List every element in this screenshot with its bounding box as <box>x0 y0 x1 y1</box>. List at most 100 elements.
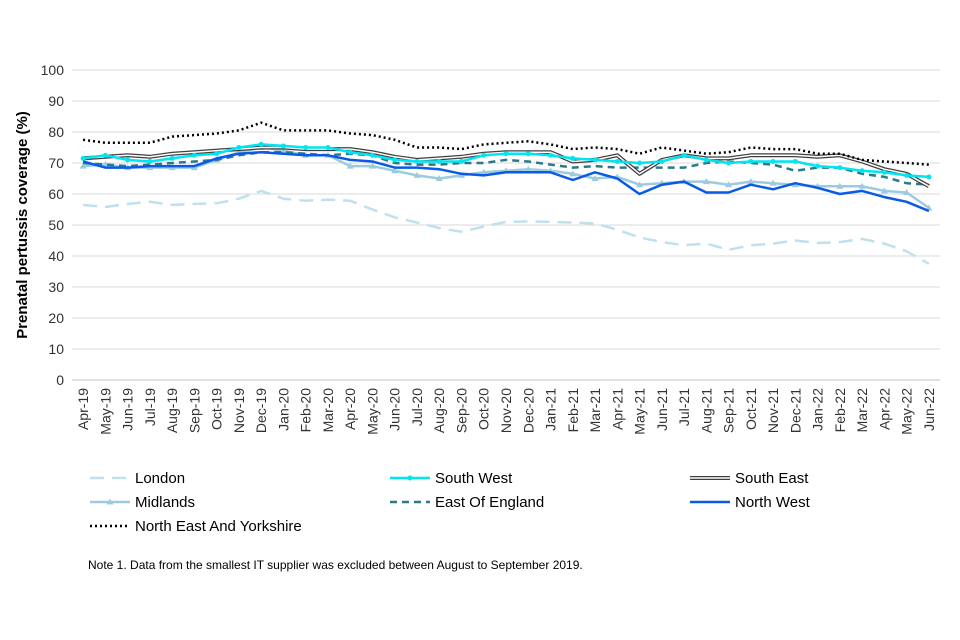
legend-label: North West <box>735 494 811 511</box>
data-point <box>725 181 733 188</box>
x-tick-label: Nov-20 <box>498 388 514 433</box>
x-tick-label: Apr-19 <box>75 388 91 430</box>
x-tick-label: Apr-21 <box>609 388 625 430</box>
x-tick-label: Nov-21 <box>765 388 781 433</box>
data-point <box>236 145 242 150</box>
data-point <box>414 158 420 164</box>
data-point <box>747 178 755 185</box>
x-tick-label: Jan-22 <box>810 388 826 431</box>
data-point <box>702 178 710 185</box>
legend-label: London <box>135 470 185 487</box>
x-tick-label: Sep-21 <box>721 388 737 433</box>
x-tick-label: Dec-20 <box>520 388 536 433</box>
x-tick-label: Jul-19 <box>142 388 158 426</box>
y-tick-label: 40 <box>48 248 64 264</box>
x-tick-label: Mar-22 <box>854 388 870 433</box>
legend-label: East Of England <box>435 494 544 511</box>
legend-label: South West <box>435 470 513 487</box>
legend-item: East Of England <box>390 494 544 511</box>
y-tick-label: 100 <box>41 62 65 78</box>
data-point <box>837 165 843 171</box>
data-point <box>325 145 331 150</box>
data-point <box>346 162 354 169</box>
series-line <box>82 121 929 166</box>
data-point <box>147 158 153 164</box>
x-tick-label: Dec-19 <box>253 388 269 433</box>
x-tick-label: Jun-20 <box>387 388 403 431</box>
series-line <box>82 150 930 213</box>
y-tick-label: 90 <box>48 93 64 109</box>
x-tick-label: Aug-19 <box>164 388 180 433</box>
x-tick-label: Nov-19 <box>231 388 247 433</box>
data-point <box>637 160 643 166</box>
data-point <box>413 171 421 178</box>
data-point <box>592 157 598 163</box>
data-point <box>258 141 264 147</box>
data-point <box>792 158 798 164</box>
legend-item: North East And Yorkshire <box>90 518 302 535</box>
x-tick-label: Jun-19 <box>120 388 136 431</box>
y-tick-label: 0 <box>56 372 64 388</box>
data-point <box>80 155 86 161</box>
x-tick-label: Feb-20 <box>298 388 314 433</box>
data-point <box>748 158 754 164</box>
data-point <box>859 168 865 174</box>
data-point <box>636 181 644 188</box>
series-line <box>82 189 930 265</box>
legend-item: Midlands <box>90 494 195 511</box>
data-point <box>681 152 687 158</box>
data-point <box>369 152 375 158</box>
legend-label: Midlands <box>135 494 195 511</box>
legend-label: North East And Yorkshire <box>135 518 302 535</box>
series-north-east-and-yorkshire <box>82 121 929 166</box>
y-tick-label: 30 <box>48 279 64 295</box>
series-north-west <box>82 150 930 213</box>
data-point <box>347 149 353 155</box>
legend-item: North West <box>690 494 811 511</box>
data-point <box>407 475 413 481</box>
x-tick-label: Jun-21 <box>654 388 670 431</box>
data-point <box>903 188 911 195</box>
data-point <box>770 158 776 164</box>
data-point <box>858 182 866 189</box>
data-point <box>214 151 220 157</box>
data-point <box>280 143 286 149</box>
data-point <box>368 162 376 169</box>
x-tick-label: Mar-21 <box>587 388 603 433</box>
x-tick-label: Oct-19 <box>209 388 225 430</box>
legend: London South West South East Midlands East O… <box>90 470 811 535</box>
x-tick-label: Sep-19 <box>186 388 202 433</box>
y-tick-label: 80 <box>48 124 64 140</box>
data-point <box>904 172 910 178</box>
data-point <box>659 158 665 164</box>
data-point <box>525 151 531 157</box>
x-tick-label: Sep-20 <box>453 388 469 433</box>
data-point <box>436 158 442 164</box>
legend-label: South East <box>735 470 809 487</box>
data-point <box>881 169 887 175</box>
data-point <box>102 152 108 158</box>
data-point <box>435 175 443 181</box>
y-tick-label: 50 <box>48 217 64 233</box>
y-tick-label: 10 <box>48 341 64 357</box>
x-tick-label: Aug-21 <box>698 388 714 433</box>
data-point <box>481 152 487 158</box>
data-point <box>125 157 131 163</box>
x-tick-label: Oct-20 <box>476 388 492 430</box>
x-tick-label: Mar-20 <box>320 388 336 433</box>
x-tick-label: Feb-21 <box>565 388 581 433</box>
data-point <box>548 152 554 158</box>
legend-item: South West <box>390 470 513 487</box>
x-tick-label: Feb-22 <box>832 388 848 433</box>
y-tick-label: 60 <box>48 186 64 202</box>
data-point <box>169 155 175 161</box>
x-tick-label: Jul-21 <box>676 388 692 426</box>
chart-note: Note 1. Data from the smallest IT suppli… <box>88 558 583 572</box>
x-tick-label: Jun-22 <box>921 388 937 431</box>
data-point <box>458 158 464 164</box>
data-point <box>279 147 287 154</box>
data-point <box>569 170 577 177</box>
series-south-west <box>80 141 932 180</box>
